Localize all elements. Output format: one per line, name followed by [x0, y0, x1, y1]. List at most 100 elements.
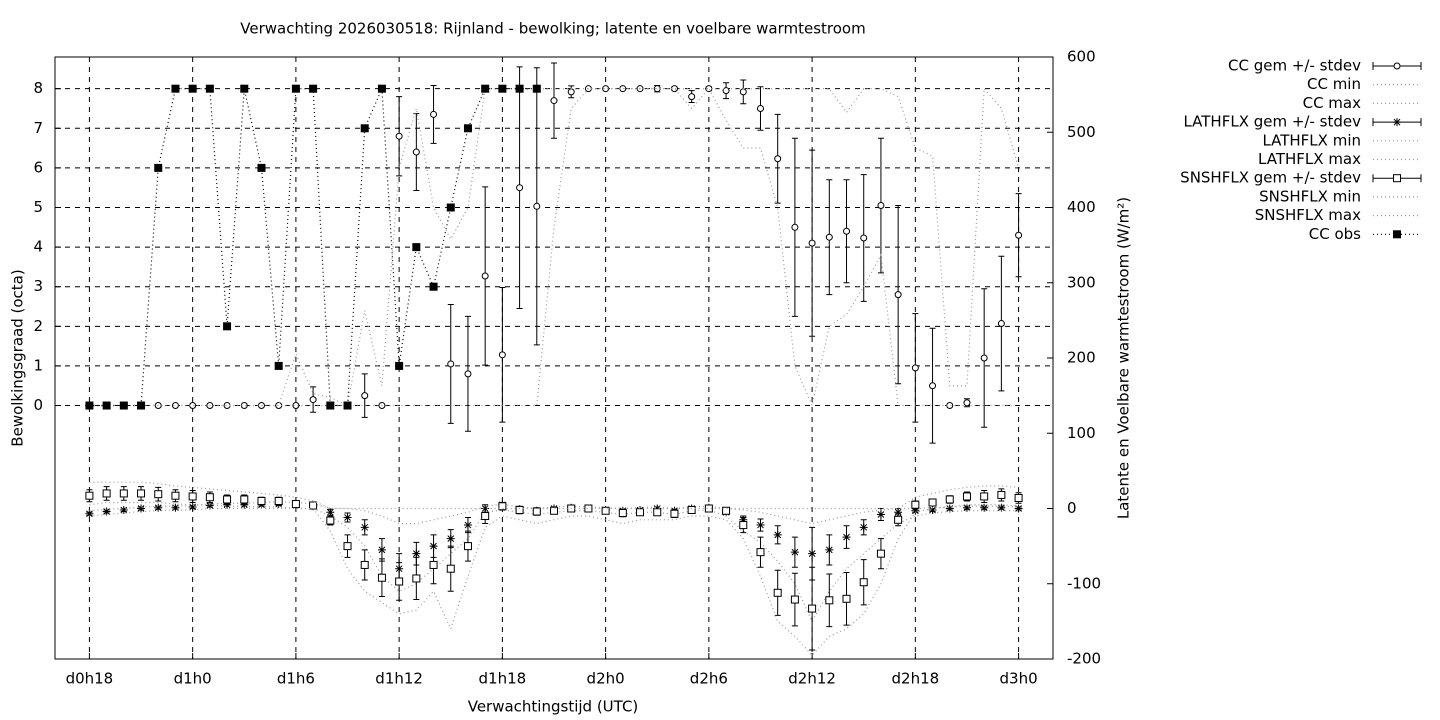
marker [446, 564, 455, 573]
marker [962, 503, 971, 512]
marker [137, 504, 146, 513]
marker [188, 84, 197, 93]
marker [154, 490, 163, 499]
marker [1393, 230, 1401, 239]
x-tick-label: d2h0 [587, 670, 625, 688]
legend-label: CC gem +/- stdev [1228, 57, 1361, 75]
marker [240, 500, 249, 509]
marker [808, 549, 817, 558]
x-axis-label: Verwachtingstijd (UTC) [468, 698, 639, 716]
y2-tick-label: 200 [1067, 349, 1096, 367]
marker [515, 506, 524, 515]
marker [1014, 504, 1023, 513]
legend-label: CC obs [1309, 225, 1361, 243]
marker [429, 282, 438, 291]
marker [430, 110, 438, 118]
legend-label: SNSHFLX max [1255, 206, 1361, 224]
marker [825, 545, 834, 554]
marker [876, 549, 885, 558]
y-tick-label: 4 [33, 238, 43, 256]
series-line [89, 501, 1019, 657]
marker [119, 489, 128, 498]
marker [842, 533, 851, 542]
marker [326, 401, 335, 410]
marker [1393, 174, 1401, 183]
marker [412, 148, 420, 156]
marker [446, 534, 455, 543]
marker [722, 506, 731, 515]
marker [980, 492, 989, 501]
marker [154, 503, 163, 512]
marker [377, 545, 386, 554]
marker [601, 506, 610, 515]
marker [395, 361, 404, 370]
marker [463, 542, 472, 551]
series-line [89, 87, 1020, 407]
marker [361, 392, 369, 400]
marker [963, 399, 971, 407]
legend-label: LATHFLX min [1262, 131, 1361, 149]
marker [102, 507, 111, 516]
y2-tick-label: -100 [1067, 574, 1101, 592]
marker [618, 509, 627, 518]
marker [481, 512, 490, 521]
marker [291, 84, 300, 93]
marker [980, 503, 989, 512]
marker [532, 84, 541, 93]
marker [360, 560, 369, 569]
marker [446, 203, 455, 212]
marker [877, 202, 885, 210]
y-tick-label: 7 [33, 119, 43, 137]
marker [790, 548, 799, 557]
marker [309, 396, 317, 404]
x-tick-label: d1h18 [479, 670, 527, 688]
x-tick-label: d0h18 [66, 670, 114, 688]
marker [843, 227, 851, 235]
y2-tick-label: 0 [1067, 499, 1077, 517]
marker [85, 401, 94, 410]
marker [326, 516, 335, 525]
marker [274, 361, 283, 370]
x-tick-label: d1h0 [174, 670, 212, 688]
marker [825, 233, 833, 241]
legend-label: SNSHFLX min [1259, 187, 1361, 205]
marker [859, 578, 868, 587]
marker [171, 503, 180, 512]
marker [481, 84, 490, 93]
marker [498, 84, 507, 93]
marker [911, 500, 920, 509]
legend-label: CC min [1307, 75, 1361, 93]
marker [257, 496, 266, 505]
y-tick-label: 0 [33, 396, 43, 414]
x-tick-label: d2h6 [690, 670, 728, 688]
marker [929, 382, 937, 390]
marker [412, 574, 421, 583]
marker [515, 84, 524, 93]
marker [171, 84, 180, 93]
marker [223, 495, 232, 504]
marker [894, 508, 903, 517]
marker [894, 291, 902, 299]
y-tick-label: 8 [33, 79, 43, 97]
marker [997, 320, 1005, 328]
marker [550, 506, 558, 515]
marker [687, 506, 696, 515]
marker [653, 508, 662, 517]
marker [533, 202, 541, 210]
marker [205, 501, 214, 510]
marker [928, 498, 937, 507]
marker [223, 402, 231, 410]
marker [412, 549, 421, 558]
marker [808, 239, 816, 247]
marker [790, 595, 799, 604]
series-line [89, 507, 1019, 623]
marker [808, 604, 817, 613]
y2-tick-label: 100 [1067, 424, 1096, 442]
marker [429, 560, 438, 569]
marker [945, 495, 954, 504]
marker [980, 354, 988, 362]
marker [377, 573, 386, 582]
marker [532, 507, 541, 516]
y2-tick-label: -200 [1067, 650, 1101, 668]
marker [774, 155, 782, 163]
